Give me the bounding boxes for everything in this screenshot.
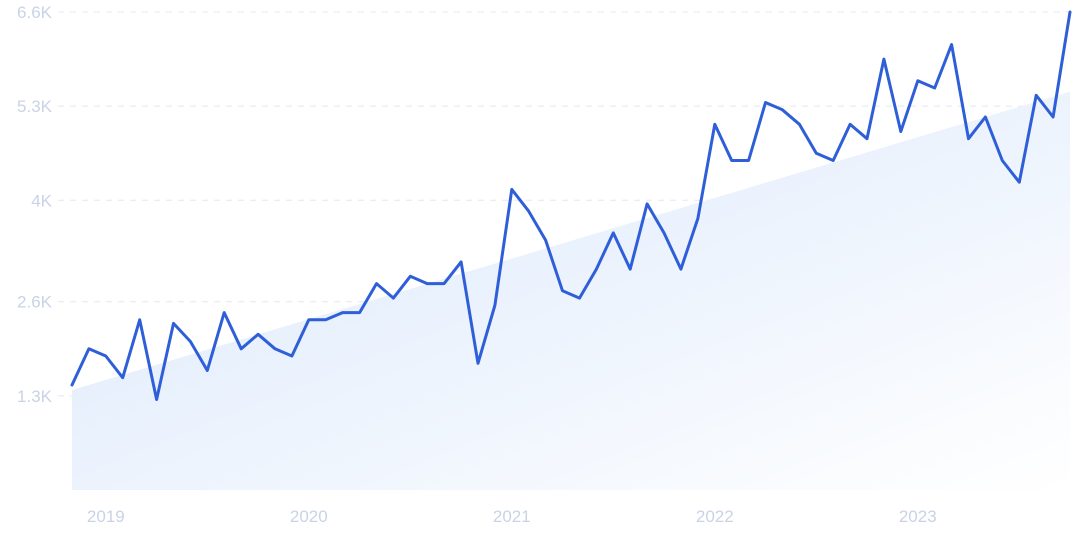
- x-tick-label: 2020: [290, 507, 328, 526]
- trend-area: [72, 91, 1070, 491]
- x-tick-label: 2021: [493, 507, 531, 526]
- y-tick-label: 4K: [31, 191, 52, 210]
- y-tick-label: 5.3K: [17, 97, 53, 116]
- x-tick-label: 2023: [899, 507, 937, 526]
- y-tick-label: 2.6K: [17, 293, 53, 312]
- x-tick-label: 2019: [87, 507, 125, 526]
- y-tick-label: 1.3K: [17, 387, 53, 406]
- y-tick-label: 6.6K: [17, 3, 53, 22]
- series-line-layer: [70, 10, 1072, 401]
- trend-area-fill: [72, 91, 1070, 491]
- y-axis-ticks: 1.3K 2.6K 4K 5.3K 6.6K: [17, 3, 53, 406]
- x-tick-label: 2022: [696, 507, 734, 526]
- x-axis-ticks: 2019 2020 2021 2022 2023: [87, 507, 937, 526]
- series-line: [70, 10, 1072, 401]
